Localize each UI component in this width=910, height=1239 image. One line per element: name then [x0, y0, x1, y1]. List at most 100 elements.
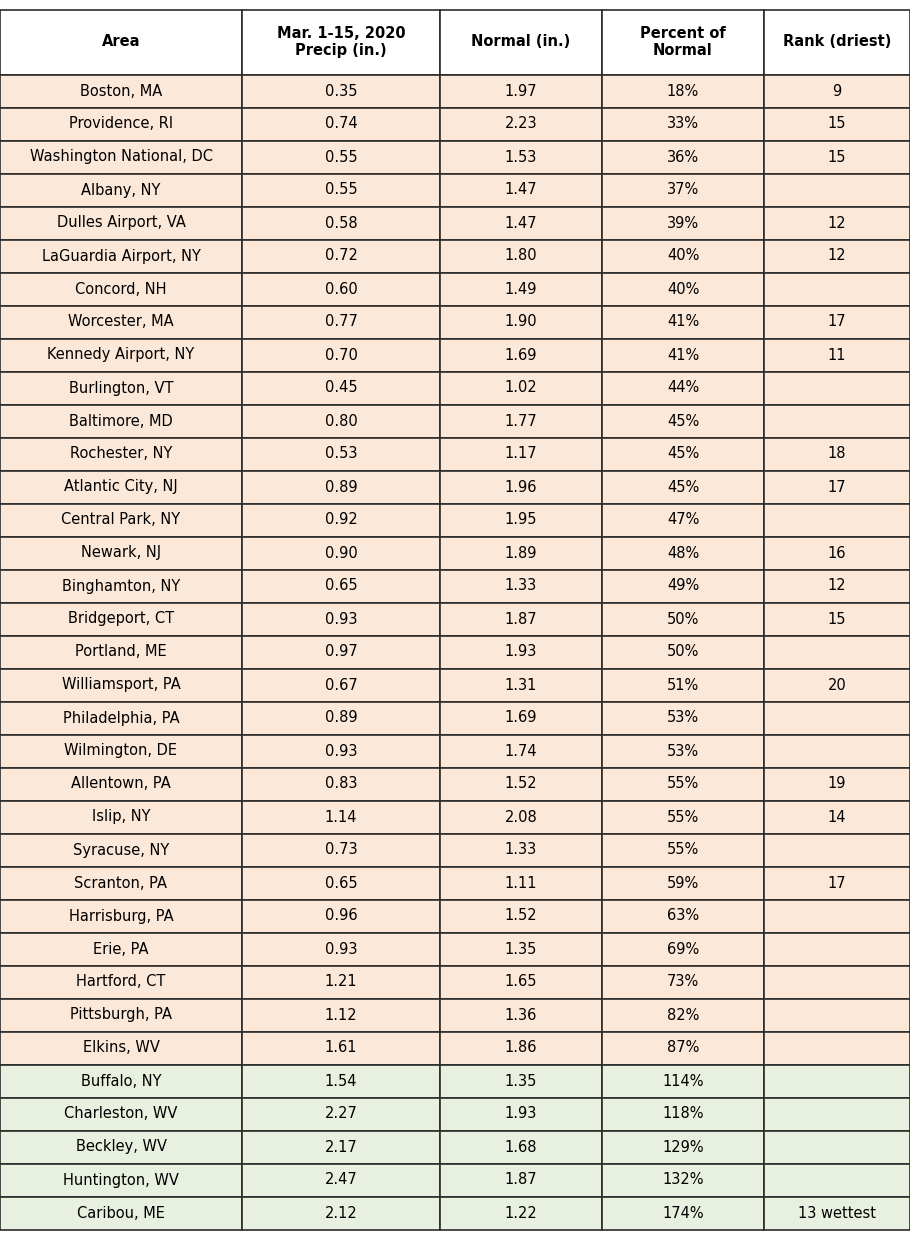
Text: 19: 19	[828, 777, 846, 792]
Bar	[440, 273, 602, 306]
Text: 1.90: 1.90	[505, 315, 537, 330]
Bar	[764, 239, 910, 273]
Text: 0.90: 0.90	[325, 545, 358, 560]
Text: Atlantic City, NJ: Atlantic City, NJ	[64, 479, 177, 494]
Text: 15: 15	[828, 612, 846, 627]
Bar	[242, 173, 440, 207]
Bar	[764, 140, 910, 173]
Text: 1.49: 1.49	[505, 281, 537, 296]
Text: 9: 9	[833, 83, 842, 98]
Text: 0.96: 0.96	[325, 908, 358, 923]
Bar	[602, 306, 764, 338]
Bar	[440, 701, 602, 735]
Bar	[242, 999, 440, 1032]
Bar	[242, 1130, 440, 1163]
Bar	[764, 437, 910, 471]
Text: Worcester, MA: Worcester, MA	[68, 315, 174, 330]
Text: 1.87: 1.87	[505, 1172, 537, 1187]
Bar	[242, 1032, 440, 1064]
Text: 1.69: 1.69	[505, 347, 537, 363]
Bar	[602, 1163, 764, 1197]
Text: Buffalo, NY: Buffalo, NY	[81, 1073, 161, 1089]
Bar	[764, 965, 910, 999]
Bar	[764, 669, 910, 701]
Bar	[602, 701, 764, 735]
Bar	[764, 536, 910, 570]
Bar	[602, 338, 764, 372]
Bar	[440, 173, 602, 207]
Bar	[440, 602, 602, 636]
Text: 12: 12	[828, 216, 846, 230]
Bar	[440, 536, 602, 570]
Bar	[242, 437, 440, 471]
Text: 0.93: 0.93	[325, 942, 358, 957]
Bar	[242, 372, 440, 404]
Bar	[602, 800, 764, 834]
Text: 0.77: 0.77	[325, 315, 358, 330]
Bar	[440, 372, 602, 404]
Text: Williamsport, PA: Williamsport, PA	[62, 678, 180, 693]
Bar	[602, 636, 764, 669]
Bar	[0, 669, 242, 701]
Text: Rank (driest): Rank (driest)	[783, 35, 891, 50]
Text: 1.89: 1.89	[505, 545, 537, 560]
Text: 118%: 118%	[662, 1106, 703, 1121]
Bar	[602, 207, 764, 239]
Bar	[764, 207, 910, 239]
Bar	[764, 471, 910, 503]
Text: Percent of
Normal: Percent of Normal	[640, 26, 726, 58]
Bar	[440, 1130, 602, 1163]
Bar	[764, 767, 910, 800]
Bar	[602, 1032, 764, 1064]
Text: 1.52: 1.52	[505, 777, 537, 792]
Bar	[440, 570, 602, 602]
Bar	[440, 207, 602, 239]
Text: Washington National, DC: Washington National, DC	[29, 150, 213, 165]
Bar	[440, 1098, 602, 1130]
Text: 2.12: 2.12	[325, 1206, 358, 1220]
Bar	[764, 1197, 910, 1229]
Bar	[764, 10, 910, 74]
Text: 2.47: 2.47	[325, 1172, 358, 1187]
Text: Newark, NJ: Newark, NJ	[81, 545, 161, 560]
Bar	[764, 273, 910, 306]
Text: 1.61: 1.61	[325, 1041, 358, 1056]
Text: Binghamton, NY: Binghamton, NY	[62, 579, 180, 593]
Bar	[0, 999, 242, 1032]
Text: Caribou, ME: Caribou, ME	[77, 1206, 165, 1220]
Bar	[440, 735, 602, 767]
Bar	[602, 1197, 764, 1229]
Text: Boston, MA: Boston, MA	[80, 83, 162, 98]
Bar	[602, 767, 764, 800]
Text: 45%: 45%	[667, 414, 699, 429]
Text: 73%: 73%	[667, 975, 699, 990]
Bar	[764, 800, 910, 834]
Bar	[0, 10, 242, 74]
Bar	[0, 140, 242, 173]
Bar	[242, 471, 440, 503]
Bar	[242, 140, 440, 173]
Bar	[602, 735, 764, 767]
Bar	[0, 866, 242, 900]
Bar	[242, 74, 440, 108]
Bar	[0, 471, 242, 503]
Text: 55%: 55%	[667, 777, 699, 792]
Bar	[764, 74, 910, 108]
Bar	[242, 636, 440, 669]
Text: 44%: 44%	[667, 380, 699, 395]
Bar	[0, 173, 242, 207]
Bar	[0, 108, 242, 140]
Bar	[440, 108, 602, 140]
Bar	[602, 74, 764, 108]
Bar	[440, 437, 602, 471]
Bar	[242, 1098, 440, 1130]
Text: 174%: 174%	[662, 1206, 703, 1220]
Bar	[0, 503, 242, 536]
Text: 53%: 53%	[667, 743, 699, 758]
Bar	[242, 1163, 440, 1197]
Text: 129%: 129%	[662, 1140, 703, 1155]
Bar	[242, 239, 440, 273]
Bar	[242, 701, 440, 735]
Text: Portland, ME: Portland, ME	[76, 644, 167, 659]
Text: 0.35: 0.35	[325, 83, 358, 98]
